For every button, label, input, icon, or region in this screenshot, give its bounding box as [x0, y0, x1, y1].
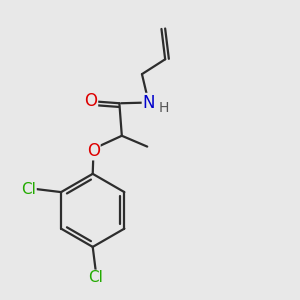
Text: Cl: Cl: [88, 270, 103, 285]
Text: H: H: [158, 101, 169, 115]
Text: O: O: [84, 92, 98, 110]
Text: Cl: Cl: [21, 182, 36, 196]
Text: O: O: [87, 142, 100, 160]
Text: N: N: [142, 94, 155, 112]
